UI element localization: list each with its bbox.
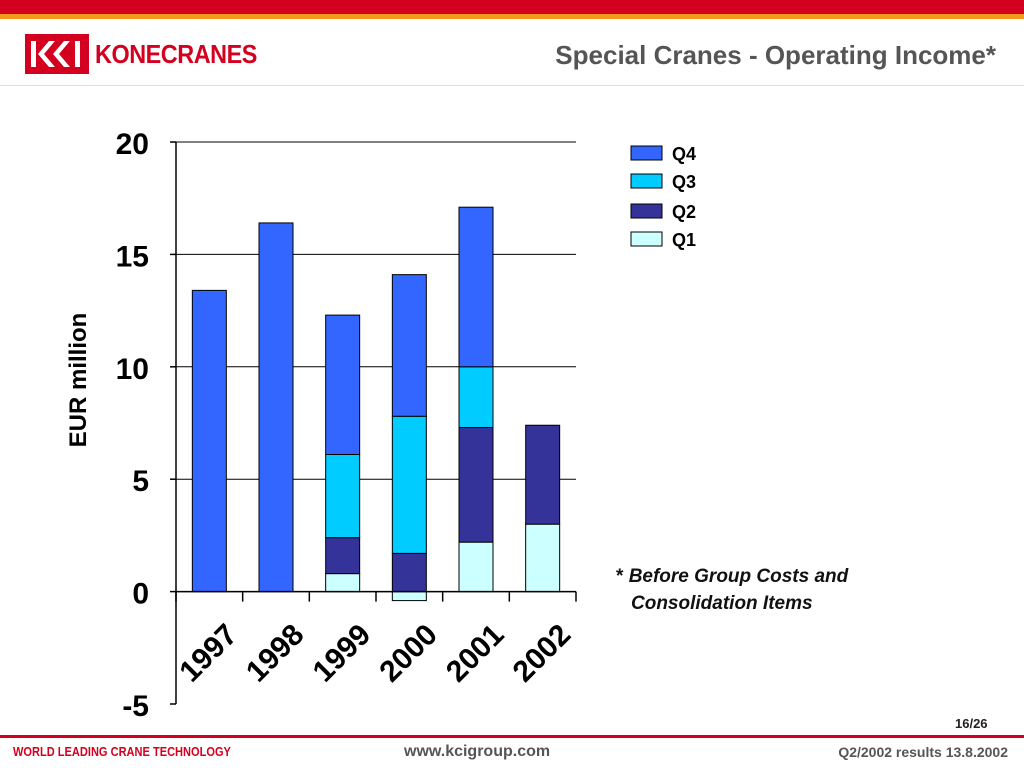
x-tick-label-1999: 1999 xyxy=(307,618,378,689)
y-tick-label-2: 5 xyxy=(132,465,149,498)
footnote-line-2: Consolidation Items xyxy=(631,593,813,614)
bar-2000-q4 xyxy=(391,274,427,417)
footnote-line-1: Before Group Costs and xyxy=(628,566,849,587)
legend-label-q4: Q4 xyxy=(672,144,696,164)
bar-1999-q2 xyxy=(325,537,361,575)
legend-swatch-q4 xyxy=(630,145,663,161)
legend-swatch-q2 xyxy=(630,203,663,219)
bar-2000-q2 xyxy=(391,552,427,593)
y-tick-label-4: 15 xyxy=(116,240,149,273)
top-red-bar xyxy=(0,0,1024,14)
legend-label-q3: Q3 xyxy=(672,172,696,192)
bar-2001-q4 xyxy=(458,206,494,368)
y-tick-label-1: 0 xyxy=(132,578,149,611)
legend-label-q1: Q1 xyxy=(672,230,696,250)
footer-tagline: WORLD LEADING CRANE TECHNOLOGY xyxy=(13,744,231,759)
y-axis-title: EUR million xyxy=(65,313,92,448)
bar-1997-q4 xyxy=(191,289,227,593)
x-tick-label-1997: 1997 xyxy=(173,618,244,689)
page-title: Special Cranes - Operating Income* xyxy=(555,40,996,70)
bar-2000-q3 xyxy=(391,415,427,554)
x-tick-label-1998: 1998 xyxy=(240,618,311,689)
page-number: 16/26 xyxy=(955,716,988,731)
top-orange-bar xyxy=(0,14,1024,19)
y-tick-label-0: -5 xyxy=(122,690,149,723)
kci-logo-mark-icon xyxy=(25,34,89,74)
bar-2000-q1 xyxy=(391,591,427,602)
x-tick-label-2000: 2000 xyxy=(373,618,444,689)
y-tick-label-3: 10 xyxy=(116,353,149,386)
bar-2002-q1 xyxy=(525,523,561,593)
y-tick-label-5: 20 xyxy=(116,128,149,161)
bar-1998-q4 xyxy=(258,222,294,593)
x-tick-label-2001: 2001 xyxy=(440,618,511,689)
bar-1999-q4 xyxy=(325,314,361,455)
footer-url: www.kcigroup.com xyxy=(404,743,551,760)
chart-footnote: * Before Group Costs and Consolidation I… xyxy=(616,563,848,617)
bar-2002-q2 xyxy=(525,424,561,525)
bar-2001-q2 xyxy=(458,426,494,543)
x-tick-label-2002: 2002 xyxy=(507,618,578,689)
legend-label-q2: Q2 xyxy=(672,202,696,222)
footer-divider xyxy=(0,735,1024,738)
footer-date: Q2/2002 results 13.8.2002 xyxy=(838,744,1008,760)
bar-2001-q3 xyxy=(458,366,494,428)
bar-2001-q1 xyxy=(458,541,494,593)
legend-swatch-q3 xyxy=(630,173,663,189)
bar-1999-q1 xyxy=(325,573,361,593)
header-divider xyxy=(0,85,1024,86)
legend-swatch-q1 xyxy=(630,231,663,247)
footnote-star: * xyxy=(616,566,624,587)
logo-text: KONECRANES xyxy=(95,38,257,69)
bar-1999-q3 xyxy=(325,453,361,539)
konecranes-logo: KONECRANES xyxy=(25,34,275,74)
